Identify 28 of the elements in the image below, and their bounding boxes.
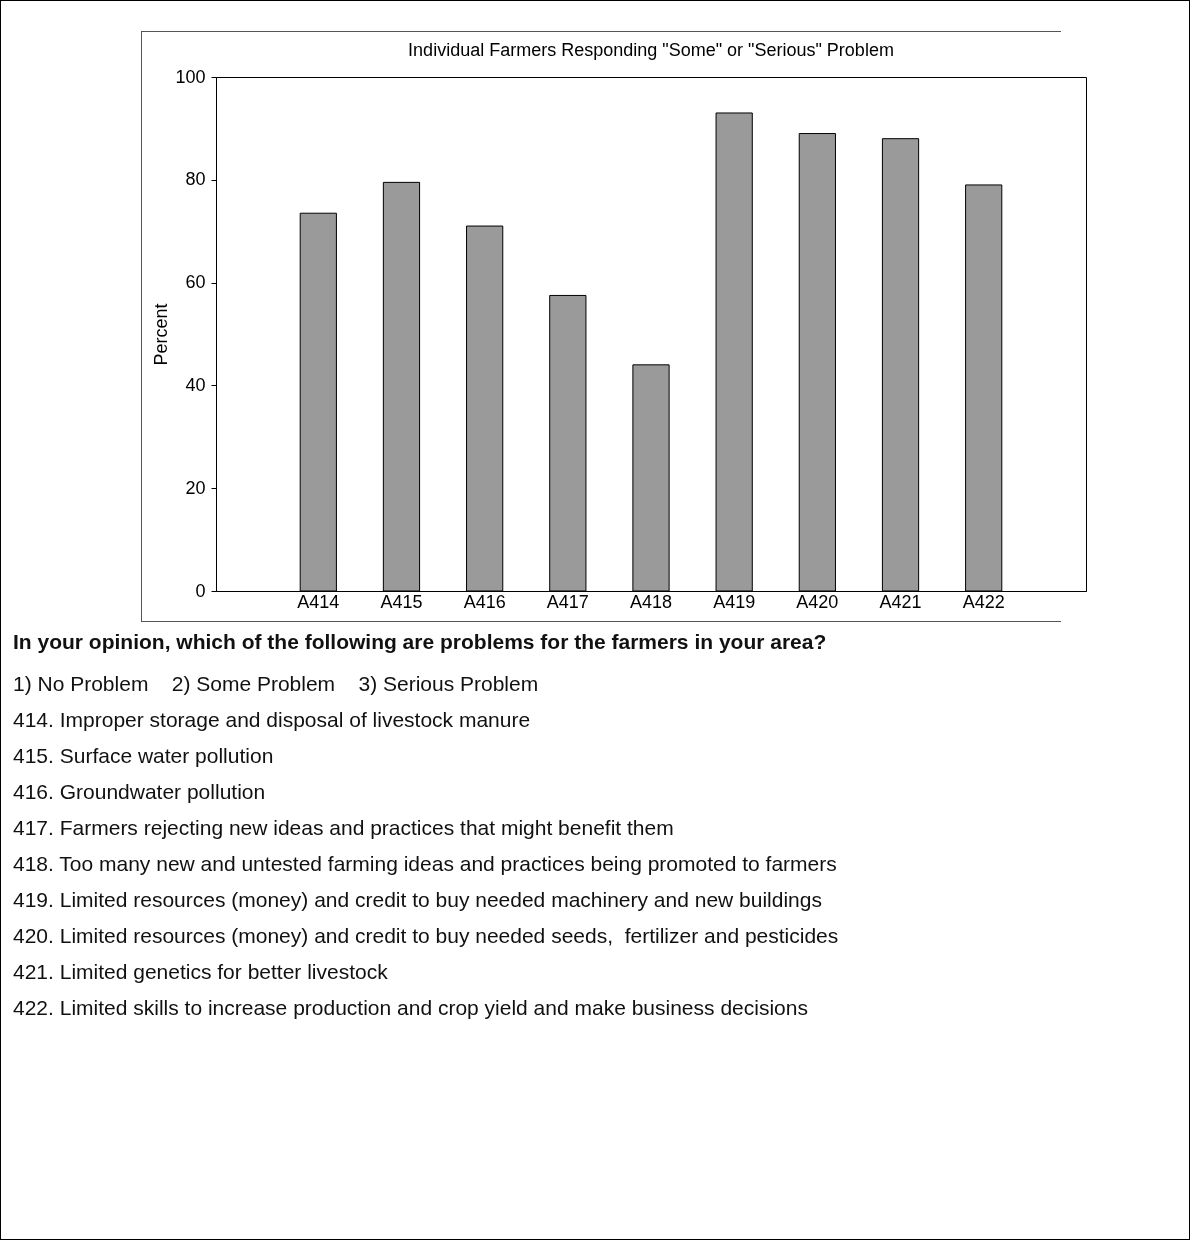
y-tick-label: 80 xyxy=(185,169,206,190)
text: 422. Limited skills to increase production and crop yield and make business decisions xyxy=(13,996,809,1020)
y-axis-title: Percent xyxy=(151,303,172,366)
text: 1) No Problem 2) Some Problem 3) Serious Problem xyxy=(13,672,540,696)
x-tick-label: A416 xyxy=(463,591,506,612)
text: 414. Improper storage and disposal of livestock manure xyxy=(13,708,532,732)
x-tick-label: A418 xyxy=(629,591,673,612)
x-tick-label: A422 xyxy=(962,591,1005,612)
text: 420. Limited resources (money) and credit to buy needed seeds, fertilizer and pesticides xyxy=(13,924,840,948)
y-tick-label: 0 xyxy=(195,580,206,601)
text: 418. Too many new and untested farming ideas and practices being promoted to farmers xyxy=(13,852,838,876)
y-tick-label: 60 xyxy=(185,272,206,293)
y-tick-label: 20 xyxy=(185,477,206,498)
y-tick-label: 40 xyxy=(185,374,206,395)
text: 421. Limited genetics for better livestock xyxy=(13,960,389,984)
x-tick-label: A414 xyxy=(297,591,340,612)
x-tick-label: A419 xyxy=(713,591,756,612)
y-tick-label: 100 xyxy=(175,66,206,87)
text: 416. Groundwater pollution xyxy=(13,780,267,804)
text: 415. Surface water pollution xyxy=(13,744,275,768)
text: 417. Farmers rejecting new ideas and practices that might benefit them xyxy=(13,816,675,840)
text: 419. Limited resources (money) and credit to buy needed machinery and new buildings xyxy=(13,888,823,912)
x-tick-label: A417 xyxy=(546,591,589,612)
chart-title: Individual Farmers Responding "Some" or "Serious" Problem xyxy=(408,40,894,60)
text: In your opinion, which of the following are problems for the farmers in your area? xyxy=(13,630,828,654)
x-tick-label: A420 xyxy=(796,591,839,612)
x-tick-label: A415 xyxy=(380,591,423,612)
x-tick-label: A421 xyxy=(879,591,922,612)
